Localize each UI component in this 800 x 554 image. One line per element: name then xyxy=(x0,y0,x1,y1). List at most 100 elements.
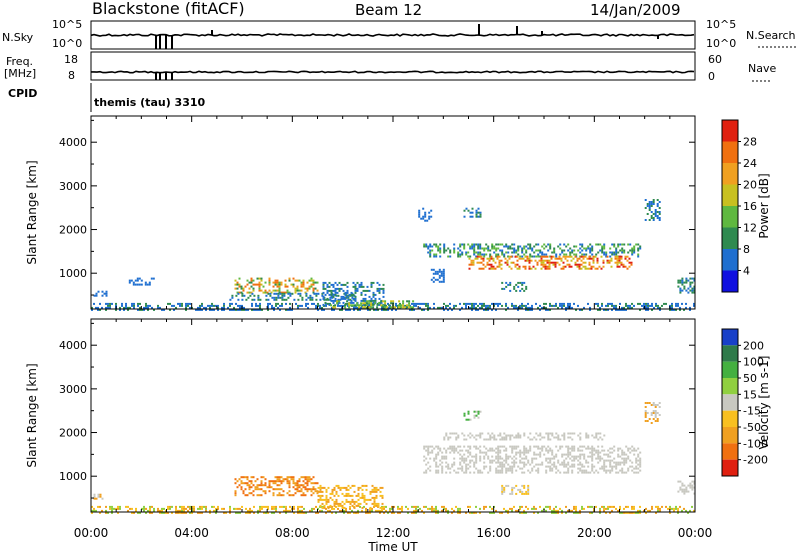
data-cell xyxy=(344,297,347,300)
data-cell xyxy=(656,211,659,213)
data-cell xyxy=(93,302,95,305)
data-cell xyxy=(380,287,383,290)
data-cell xyxy=(321,506,324,509)
data-cell xyxy=(247,511,249,514)
data-cell xyxy=(469,215,472,218)
data-cell xyxy=(259,308,261,311)
data-cell xyxy=(246,283,249,286)
data-cell xyxy=(607,302,609,305)
data-cell xyxy=(97,308,99,311)
data-cell xyxy=(548,265,551,268)
data-cell xyxy=(478,255,481,258)
data-cell xyxy=(143,505,145,508)
data-cell xyxy=(234,279,237,282)
data-cell xyxy=(587,434,590,437)
data-cell xyxy=(374,293,377,296)
data-cell xyxy=(555,302,557,305)
data-cell xyxy=(603,507,605,510)
colorbar-tick-label: 15 xyxy=(743,388,757,401)
data-cell xyxy=(479,410,482,413)
data-cell xyxy=(447,467,450,470)
data-cell xyxy=(659,306,661,309)
data-cell xyxy=(591,457,594,460)
data-cell xyxy=(300,289,303,292)
data-cell xyxy=(627,505,629,508)
data-cell xyxy=(643,306,645,309)
data-cell xyxy=(505,469,508,472)
data-cell xyxy=(687,484,690,487)
data-cell xyxy=(576,257,579,260)
data-cell xyxy=(161,507,163,510)
data-cell xyxy=(319,490,322,493)
data-cell xyxy=(583,471,586,474)
data-cell xyxy=(246,279,249,282)
data-cell xyxy=(445,465,448,468)
data-cell xyxy=(645,507,647,510)
colorbar-tick-label: 24 xyxy=(743,157,757,170)
data-cell xyxy=(605,459,608,462)
data-cell xyxy=(559,471,562,474)
data-cell xyxy=(557,438,560,441)
data-cell xyxy=(569,251,572,254)
data-cell xyxy=(375,504,378,507)
data-cell xyxy=(535,507,537,510)
data-cell xyxy=(267,308,269,311)
data-cell xyxy=(579,457,582,460)
data-cell xyxy=(525,251,528,254)
data-cell xyxy=(297,511,299,514)
data-cell xyxy=(254,486,257,489)
data-cell xyxy=(263,505,265,508)
data-cell xyxy=(505,484,508,487)
data-cell xyxy=(260,494,263,497)
data-cell xyxy=(317,308,319,311)
data-cell xyxy=(276,283,279,286)
data-cell xyxy=(677,490,680,493)
data-cell xyxy=(260,277,263,280)
data-cell xyxy=(575,507,577,510)
data-cell xyxy=(567,455,570,458)
data-cell xyxy=(339,504,342,507)
data-cell xyxy=(286,482,289,485)
data-cell xyxy=(288,494,291,497)
data-cell xyxy=(296,285,299,288)
data-cell xyxy=(260,484,263,487)
data-cell xyxy=(687,490,690,493)
data-cell xyxy=(339,486,342,489)
data-cell xyxy=(621,306,623,309)
data-cell xyxy=(272,494,275,497)
data-cell xyxy=(605,308,607,311)
data-cell xyxy=(284,279,287,282)
data-cell xyxy=(631,465,634,468)
data-cell xyxy=(637,302,639,305)
data-cell xyxy=(665,505,667,508)
data-cell xyxy=(654,414,657,416)
data-cell xyxy=(481,247,484,250)
data-cell xyxy=(592,259,595,262)
data-cell xyxy=(292,486,295,489)
data-cell xyxy=(201,511,203,514)
data-cell xyxy=(402,302,405,305)
data-cell xyxy=(325,500,328,503)
data-cell xyxy=(157,507,159,510)
data-cell xyxy=(509,507,511,510)
data-cell xyxy=(523,304,525,307)
data-cell xyxy=(361,484,364,487)
data-cell xyxy=(603,505,605,508)
data-cell xyxy=(553,509,555,512)
data-cell xyxy=(673,509,675,512)
data-cell xyxy=(577,249,580,252)
data-cell xyxy=(297,292,300,295)
data-cell xyxy=(541,463,544,466)
data-cell xyxy=(111,511,113,514)
data-cell xyxy=(523,247,526,250)
data-cell xyxy=(606,261,609,264)
data-cell xyxy=(539,255,542,258)
data-cell xyxy=(541,251,544,254)
data-cell xyxy=(150,277,153,280)
data-cell xyxy=(247,296,250,299)
data-cell xyxy=(364,297,367,300)
data-cell xyxy=(197,306,199,309)
data-cell xyxy=(359,496,362,499)
data-cell xyxy=(511,492,514,495)
data-cell xyxy=(137,304,139,307)
